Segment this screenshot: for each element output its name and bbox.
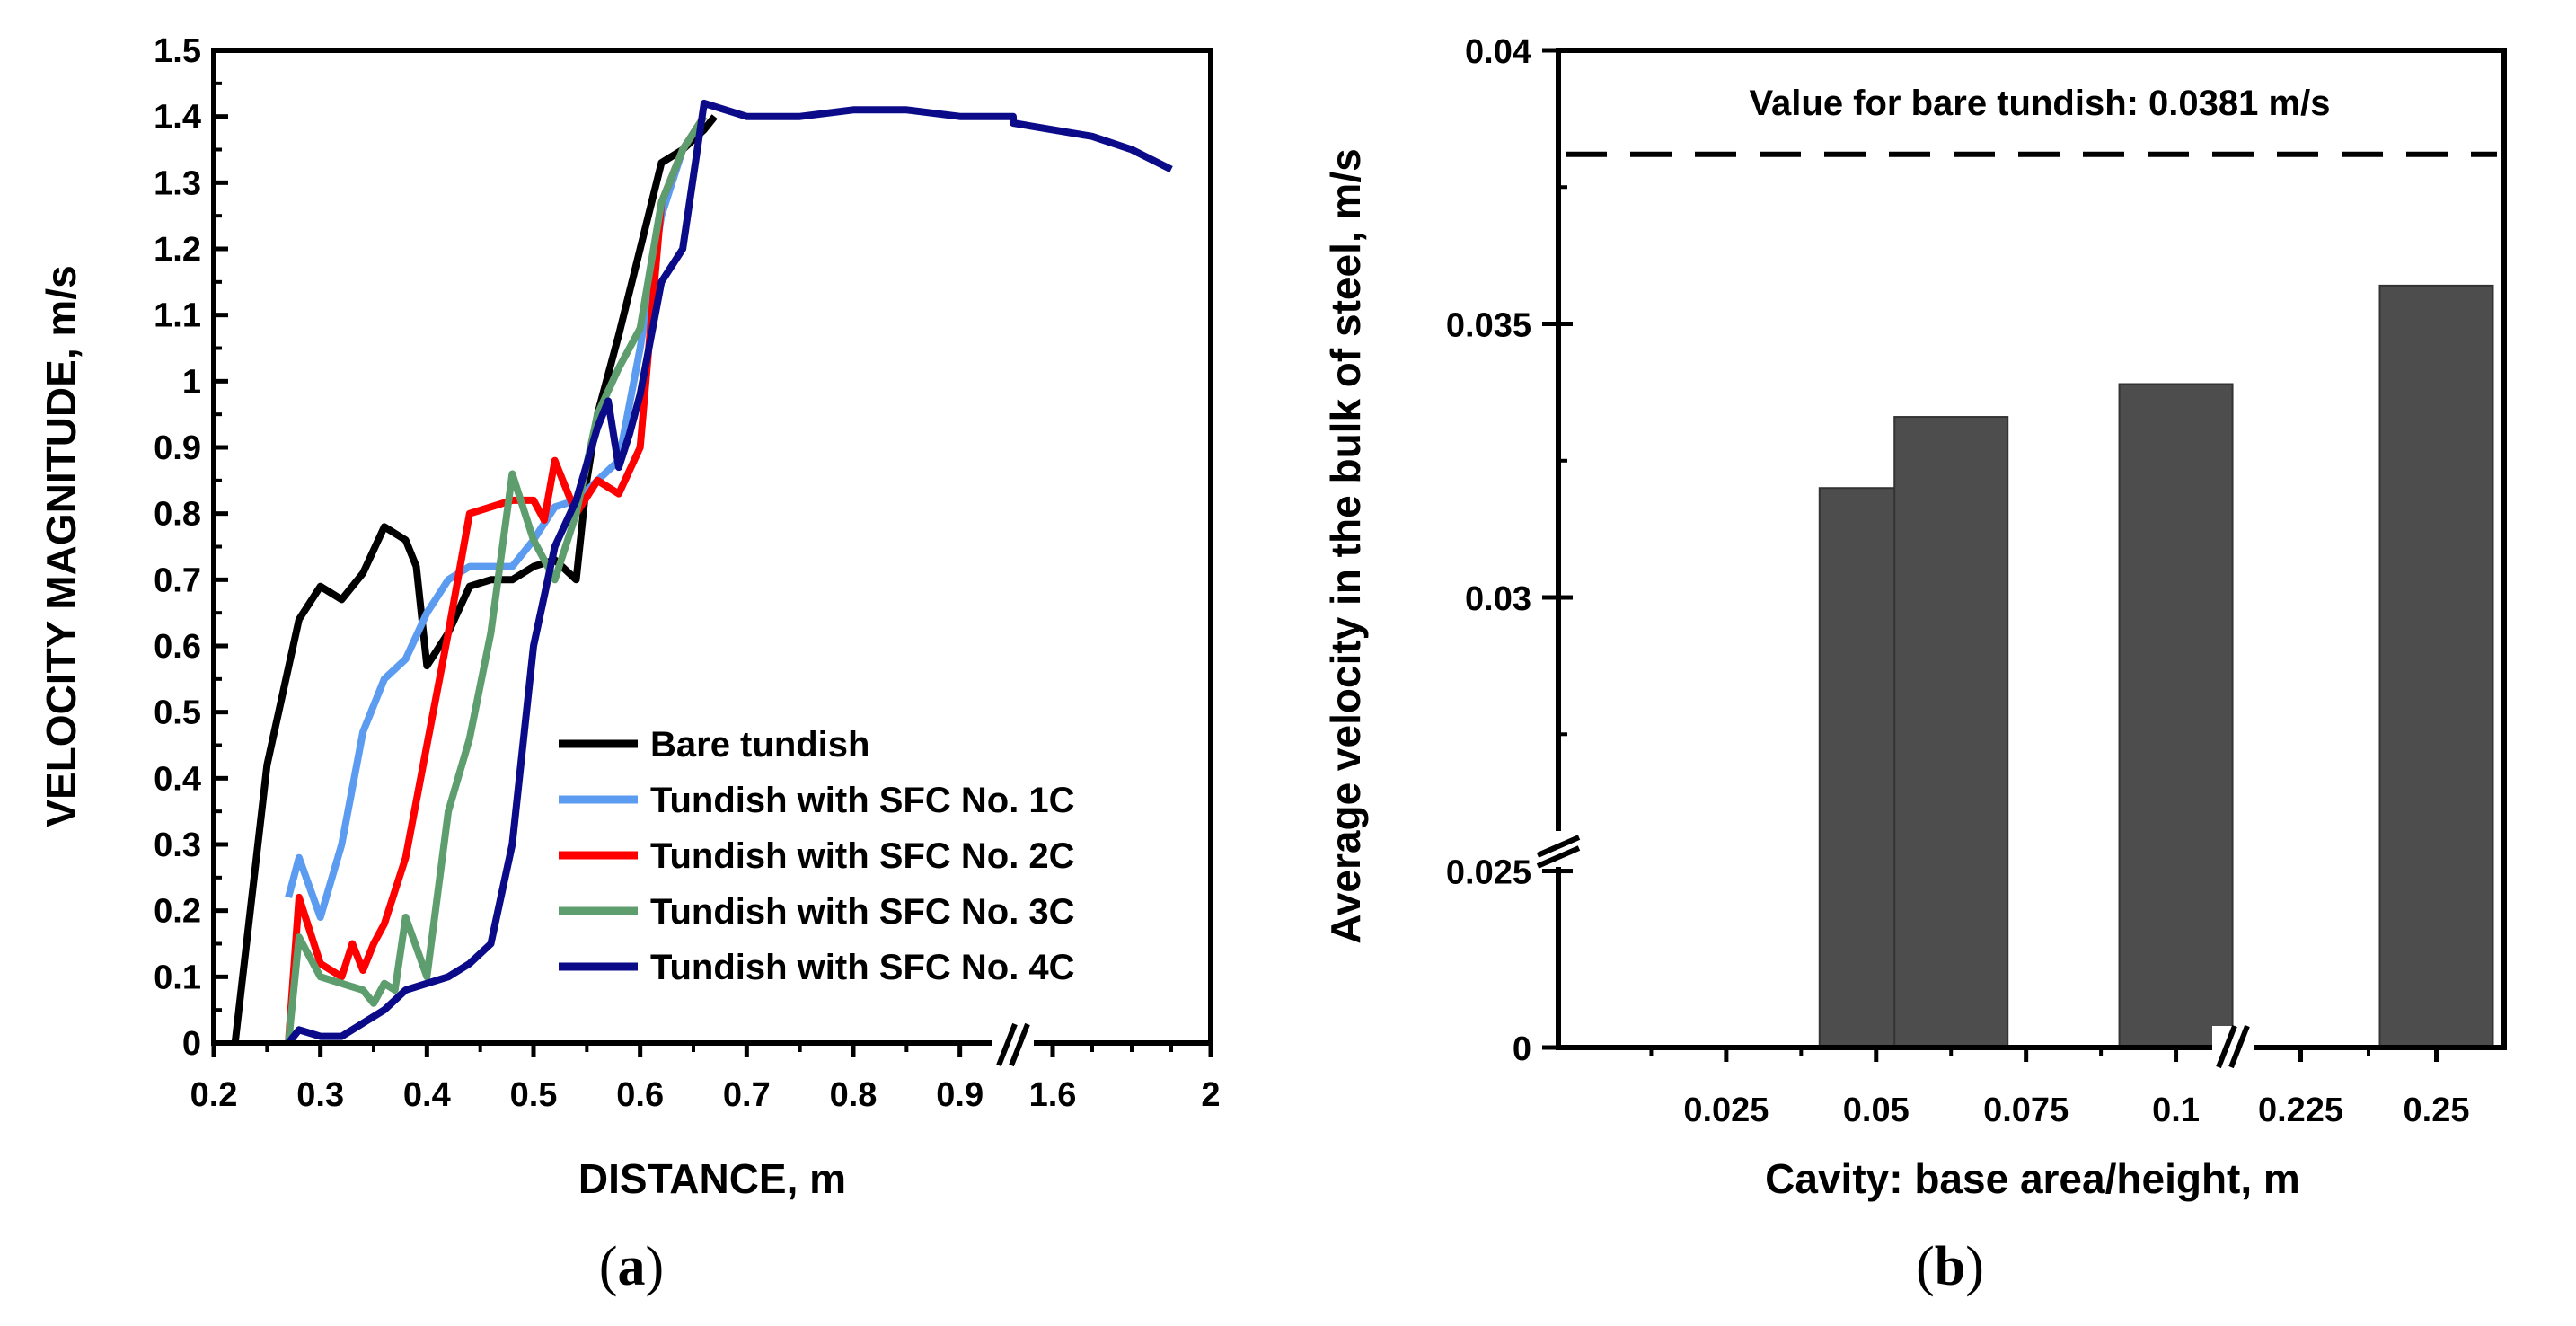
a-series-group [231, 99, 1173, 1046]
a-series-line-4 [285, 114, 708, 1044]
b-x-axis-break [2212, 1024, 2254, 1069]
a-y-tick-label: 0.8 [154, 496, 201, 534]
a-x-tick-label: 2 [1201, 1076, 1220, 1114]
b-y-tick-label: 0 [1513, 1030, 1531, 1068]
a-series-line-2 [285, 114, 708, 921]
a-y-tick-label: 0.3 [154, 827, 201, 864]
chart-b: Value for bare tundish: 0.0381 m/s 0.025… [1322, 33, 2507, 1297]
a-y-tick-label: 1.3 [154, 164, 201, 202]
b-bar-4 [2378, 284, 2494, 1049]
b-y-tick-label: 0.025 [1446, 854, 1531, 892]
b-y-tick-label: 0.035 [1446, 307, 1531, 345]
a-series-line-5 [285, 99, 1173, 1046]
a-y-tick-label: 0.1 [154, 959, 201, 996]
a-y-tick-label: 1.1 [154, 297, 201, 335]
b-x-axis-label: Cavity: base area/height, m [1765, 1155, 2300, 1202]
a-plot-frame [211, 48, 1213, 1046]
a-legend-label: Tundish with SFC No. 1C [650, 781, 1075, 820]
a-x-tick-label: 0.5 [510, 1076, 558, 1114]
a-y-tick-label: 1.2 [154, 231, 201, 269]
a-y-tick-label: 1.4 [154, 99, 201, 137]
a-x-tick-label: 0.4 [403, 1076, 451, 1114]
a-x-tick-label: 0.8 [830, 1076, 878, 1114]
a-x-tick-label: 0.7 [723, 1076, 771, 1114]
panel-label-a: (a) [599, 1236, 664, 1297]
a-legend-label: Bare tundish [650, 725, 869, 765]
a-x-axis-break [992, 1022, 1034, 1067]
b-bars-group [1818, 284, 2494, 1049]
b-x-tick-label: 0.225 [2258, 1092, 2343, 1129]
b-bar-2 [1893, 416, 2009, 1048]
a-x-tick-label: 0.3 [296, 1076, 344, 1114]
a-y-tick-label: 0.9 [154, 429, 201, 467]
b-bar-3 [2118, 383, 2234, 1048]
b-reference-label: Value for bare tundish: 0.0381 m/s [1750, 84, 2331, 123]
a-legend-background [550, 712, 1205, 1017]
panel-label-b: (b) [1916, 1236, 1984, 1297]
b-x-tick-labels: 0.025 0.05 0.075 0.1 0.225 0.25 [1683, 1092, 2469, 1129]
a-y-tick-label: 0 [182, 1025, 201, 1063]
a-x-tick-labels: 0.2 0.3 0.4 0.5 0.6 0.7 0.8 0.9 1.6 2 [190, 1076, 1221, 1114]
a-y-tick-label: 0.5 [154, 694, 201, 732]
b-x-tick-label: 0.05 [1843, 1092, 1910, 1129]
b-y-axis-break [1536, 831, 1581, 869]
a-y-tick-labels: 0 0.1 0.2 0.3 0.4 0.5 0.6 0.7 0.8 0.9 1 1.1 1.2 1.3 1.… [154, 32, 201, 1063]
a-x-tick-label: 0.9 [936, 1076, 984, 1114]
a-x-tick-label: 1.6 [1029, 1076, 1077, 1114]
a-y-tick-label: 0.7 [154, 561, 201, 599]
a-y-axis-label: VELOCITY MAGNITUDE, m/s [38, 265, 84, 827]
a-legend-label: Tundish with SFC No. 2C [650, 836, 1075, 876]
b-x-tick-label: 0.025 [1683, 1092, 1769, 1129]
panel-letter-a: a [618, 1236, 646, 1297]
a-y-tick-label: 0.6 [154, 628, 201, 666]
a-y-tick-label: 0.2 [154, 893, 201, 931]
b-y-axis-label: Average velocity in the bulk of steel, m… [1322, 148, 1369, 943]
b-y-tick-labels: 0 0.025 0.03 0.035 0.04 [1446, 33, 1531, 1068]
b-x-tick-label: 0.1 [2152, 1092, 2200, 1129]
panel-letter-b: b [1935, 1236, 1965, 1297]
a-series-line-3 [285, 114, 708, 1044]
a-legend-label: Tundish with SFC No. 3C [650, 892, 1075, 932]
b-y-tick-label: 0.03 [1465, 580, 1531, 618]
a-x-tick-label: 0.2 [190, 1076, 238, 1114]
a-y-tick-label: 1.5 [154, 32, 201, 70]
b-x-tick-label: 0.075 [1983, 1092, 2069, 1129]
b-y-tick-label: 0.04 [1465, 33, 1531, 71]
a-y-tick-label: 0.4 [154, 760, 201, 798]
a-series-line-1 [231, 114, 718, 1044]
a-legend: Bare tundish Tundish with SFC No. 1C Tundi… [550, 712, 1205, 1017]
a-y-tick-label: 1 [182, 363, 201, 401]
b-x-tick-label: 0.25 [2404, 1092, 2470, 1129]
a-x-axis-label: DISTANCE, m [578, 1155, 846, 1202]
chart-a: 0.2 0.3 0.4 0.5 0.6 0.7 0.8 0.9 1.6 2 00.10.20.30… [38, 32, 1221, 1297]
a-x-tick-label: 0.6 [616, 1076, 664, 1114]
a-legend-label: Tundish with SFC No. 4C [650, 948, 1075, 987]
b-plot-frame [1556, 48, 2507, 1050]
